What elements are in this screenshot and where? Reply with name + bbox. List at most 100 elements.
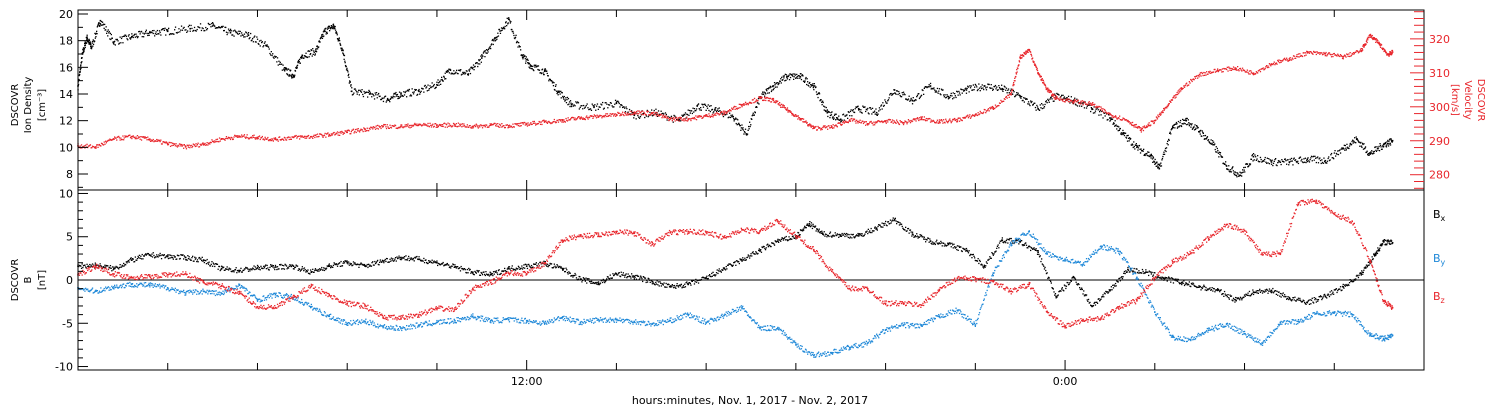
- bz-point-41: [813, 248, 815, 251]
- bz-point-58: [1118, 306, 1120, 308]
- velocity-point-31: [633, 111, 636, 113]
- bx-point-44: [857, 235, 860, 237]
- by-trace: [77, 230, 1393, 358]
- velocity-point-72: [1288, 58, 1291, 60]
- by-point-43: [848, 346, 851, 349]
- velocity-point-66: [1180, 87, 1183, 90]
- velocity-point-42: [813, 127, 815, 129]
- bz-point-31: [633, 232, 636, 235]
- velocity-point-11: [274, 138, 277, 141]
- by-point-52: [1010, 242, 1012, 245]
- bz-point-66: [1261, 254, 1264, 256]
- ion-density-point-6: [131, 35, 133, 38]
- legend-by: By: [1433, 252, 1446, 267]
- bx-point-11: [274, 266, 277, 268]
- density-tick-label: 14: [59, 88, 73, 101]
- bx-point-24: [507, 267, 510, 270]
- ion-density-point-51: [826, 111, 829, 114]
- velocity-point-27: [561, 119, 564, 122]
- by-point-38: [759, 327, 761, 330]
- by-point-6: [184, 292, 187, 294]
- ion-density-point-34: [543, 70, 546, 73]
- bx-point-32: [651, 280, 654, 283]
- by-point-58: [1118, 250, 1120, 253]
- bx-trace: [77, 217, 1393, 308]
- velocity-point-10: [256, 136, 259, 139]
- by-point-15: [346, 322, 348, 325]
- by-point-30: [615, 319, 618, 321]
- velocity-tick-label: 280: [1429, 169, 1450, 182]
- bx-point-12: [292, 265, 295, 267]
- bz-point-29: [597, 234, 600, 236]
- bz-point-55: [1064, 325, 1066, 328]
- time-tick-label: 0:00: [1053, 375, 1078, 388]
- by-point-67: [1279, 321, 1282, 324]
- ion-density-point-37: [593, 106, 595, 109]
- ion-density-point-54: [875, 111, 878, 114]
- bz-point-13: [310, 285, 313, 287]
- velocity-point-20: [436, 124, 438, 127]
- velocity-point-7: [202, 143, 205, 145]
- velocity-point-15: [346, 131, 348, 134]
- bz-point-68: [1297, 202, 1300, 204]
- ion-density-point-11: [229, 31, 232, 34]
- bx-point-47: [911, 233, 914, 235]
- bz-point-34: [687, 230, 689, 233]
- ion-density-point-86: [1382, 143, 1385, 146]
- ion-density-point-66: [1091, 107, 1093, 110]
- by-point-25: [525, 319, 528, 322]
- density-axis-label-line1: DSCOVR: [10, 84, 21, 127]
- ion-density-point-82: [1324, 159, 1327, 162]
- ion-density-point-19: [332, 25, 335, 27]
- top-panel-data-points: [77, 17, 1394, 178]
- b-field-axis: -10 -5 0 5 10: [55, 187, 88, 374]
- bx-point-45: [875, 227, 878, 229]
- b-field-legend: Bx By Bz: [1433, 208, 1446, 305]
- by-point-24: [507, 319, 510, 321]
- bx-point-64: [1216, 289, 1219, 292]
- by-point-2: [113, 286, 115, 288]
- ion-density-point-50: [813, 85, 815, 87]
- velocity-axis: 280 290 300 310 320: [1410, 11, 1450, 189]
- velocity-point-63: [1140, 129, 1143, 131]
- velocity-point-36: [723, 112, 725, 114]
- ion-density-point-4: [99, 19, 102, 22]
- bz-point-63: [1207, 237, 1210, 240]
- bz-point-44: [866, 287, 869, 290]
- bottom-panel-data-points: [77, 198, 1394, 358]
- b-tick-label: -10: [55, 361, 73, 374]
- ion-density-point-9: [189, 27, 191, 30]
- bz-point-53: [1028, 283, 1030, 286]
- by-point-34: [687, 313, 689, 316]
- time-tick-label: 12:00: [511, 375, 543, 388]
- velocity-point-60: [1091, 103, 1093, 105]
- ion-density-point-10: [211, 25, 214, 27]
- ion-density-point-12: [247, 34, 250, 37]
- bx-point-36: [723, 267, 725, 270]
- ion-density-point-5: [113, 41, 115, 43]
- bz-point-72: [1369, 259, 1371, 261]
- bx-point-2: [113, 267, 115, 270]
- bx-point-23: [490, 274, 492, 276]
- legend-bx: Bx: [1433, 208, 1446, 223]
- velocity-point-34: [687, 118, 689, 120]
- ion-density-point-35: [557, 90, 559, 93]
- b-tick-label: 5: [66, 231, 73, 244]
- top-panel-time-ticks: [77, 10, 1425, 190]
- by-point-35: [705, 321, 707, 324]
- by-point-68: [1297, 320, 1300, 323]
- ion-density-point-69: [1136, 146, 1138, 149]
- density-tick-label: 12: [59, 115, 73, 128]
- bz-point-16: [364, 305, 366, 307]
- bz-point-17: [382, 316, 384, 318]
- by-point-17: [382, 325, 384, 328]
- bx-point-46: [893, 218, 896, 221]
- velocity-point-73: [1306, 52, 1309, 54]
- bx-point-51: [983, 265, 986, 267]
- bx-point-65: [1234, 299, 1237, 301]
- ion-density-point-87: [1391, 139, 1394, 142]
- bx-point-9: [238, 269, 241, 272]
- x-axis-label: hours:minutes, Nov. 1, 2017 - Nov. 2, 20…: [631, 394, 869, 407]
- by-point-61: [1171, 336, 1174, 338]
- ion-density-point-22: [368, 93, 371, 95]
